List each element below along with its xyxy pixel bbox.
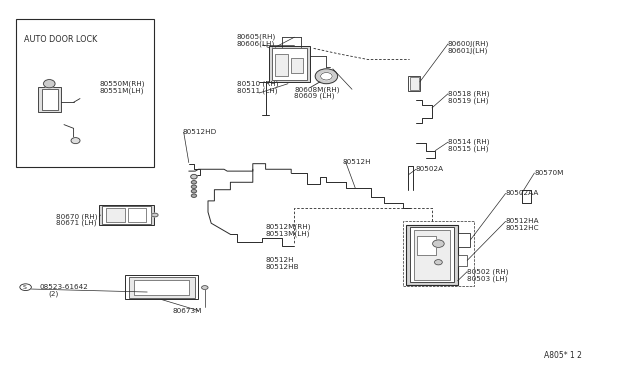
Ellipse shape <box>152 213 158 217</box>
Bar <box>410 227 454 282</box>
Bar <box>106 208 125 222</box>
Bar <box>16 19 154 167</box>
Text: 80512H: 80512H <box>266 257 294 263</box>
Bar <box>125 275 198 299</box>
Bar <box>417 236 436 255</box>
Text: 80502A: 80502A <box>416 166 444 172</box>
Text: 80512HC: 80512HC <box>506 225 540 231</box>
Bar <box>128 208 146 222</box>
Text: S: S <box>23 285 27 290</box>
Text: 80512HD: 80512HD <box>182 129 217 135</box>
Text: AUTO DOOR LOCK: AUTO DOOR LOCK <box>24 35 97 44</box>
Text: 80514 (RH): 80514 (RH) <box>448 139 490 145</box>
Ellipse shape <box>435 260 442 265</box>
Text: 80512M(RH): 80512M(RH) <box>266 224 311 230</box>
Text: 80502AA: 80502AA <box>506 190 539 196</box>
Ellipse shape <box>191 194 196 197</box>
Text: 80511 (LH): 80511 (LH) <box>237 87 277 94</box>
Text: 80519 (LH): 80519 (LH) <box>448 97 488 104</box>
Bar <box>129 277 195 298</box>
Text: 08523-61642: 08523-61642 <box>40 284 88 290</box>
Bar <box>458 232 470 247</box>
Bar <box>275 54 288 76</box>
Text: 80550M(RH): 80550M(RH) <box>99 80 145 87</box>
Text: 80606(LH): 80606(LH) <box>237 41 275 47</box>
Text: 80570M: 80570M <box>534 170 564 176</box>
Text: 80512H: 80512H <box>342 159 371 165</box>
Ellipse shape <box>71 138 80 144</box>
Text: 80513M(LH): 80513M(LH) <box>266 230 310 237</box>
Text: 80512HA: 80512HA <box>506 218 540 224</box>
Ellipse shape <box>433 240 444 247</box>
Text: 80518 (RH): 80518 (RH) <box>448 90 490 97</box>
Bar <box>414 230 450 280</box>
Ellipse shape <box>202 286 208 289</box>
Text: 80670 (RH): 80670 (RH) <box>56 213 98 220</box>
Text: 80503 (LH): 80503 (LH) <box>467 275 508 282</box>
Text: 80601J(LH): 80601J(LH) <box>448 47 488 54</box>
Bar <box>410 77 419 90</box>
Ellipse shape <box>191 180 196 184</box>
Bar <box>408 76 420 91</box>
Ellipse shape <box>44 80 55 88</box>
Text: 80502 (RH): 80502 (RH) <box>467 268 509 275</box>
Text: 80510 (RH): 80510 (RH) <box>237 80 278 87</box>
Text: 80551M(LH): 80551M(LH) <box>99 88 144 94</box>
Ellipse shape <box>191 174 197 179</box>
Bar <box>102 206 151 224</box>
Bar <box>42 89 58 110</box>
Text: A805* 1 2: A805* 1 2 <box>544 351 582 360</box>
Text: 80671 (LH): 80671 (LH) <box>56 220 97 227</box>
Bar <box>134 280 189 295</box>
Ellipse shape <box>191 185 196 188</box>
Ellipse shape <box>321 73 332 80</box>
Text: (2): (2) <box>48 291 58 297</box>
Bar <box>38 87 61 112</box>
Bar <box>291 58 303 73</box>
Bar <box>99 205 154 225</box>
Bar <box>458 255 467 266</box>
Bar <box>406 225 458 285</box>
Text: 80609 (LH): 80609 (LH) <box>294 93 335 99</box>
Text: 80600J(RH): 80600J(RH) <box>448 41 490 47</box>
Text: 80515 (LH): 80515 (LH) <box>448 145 488 152</box>
Ellipse shape <box>315 69 338 84</box>
Text: 80512HB: 80512HB <box>266 264 300 270</box>
Bar <box>272 48 307 80</box>
Text: 80673M: 80673M <box>173 308 202 314</box>
Text: 80608M(RH): 80608M(RH) <box>294 86 340 93</box>
Text: 80605(RH): 80605(RH) <box>237 34 276 41</box>
Bar <box>269 46 310 82</box>
Ellipse shape <box>191 189 196 193</box>
